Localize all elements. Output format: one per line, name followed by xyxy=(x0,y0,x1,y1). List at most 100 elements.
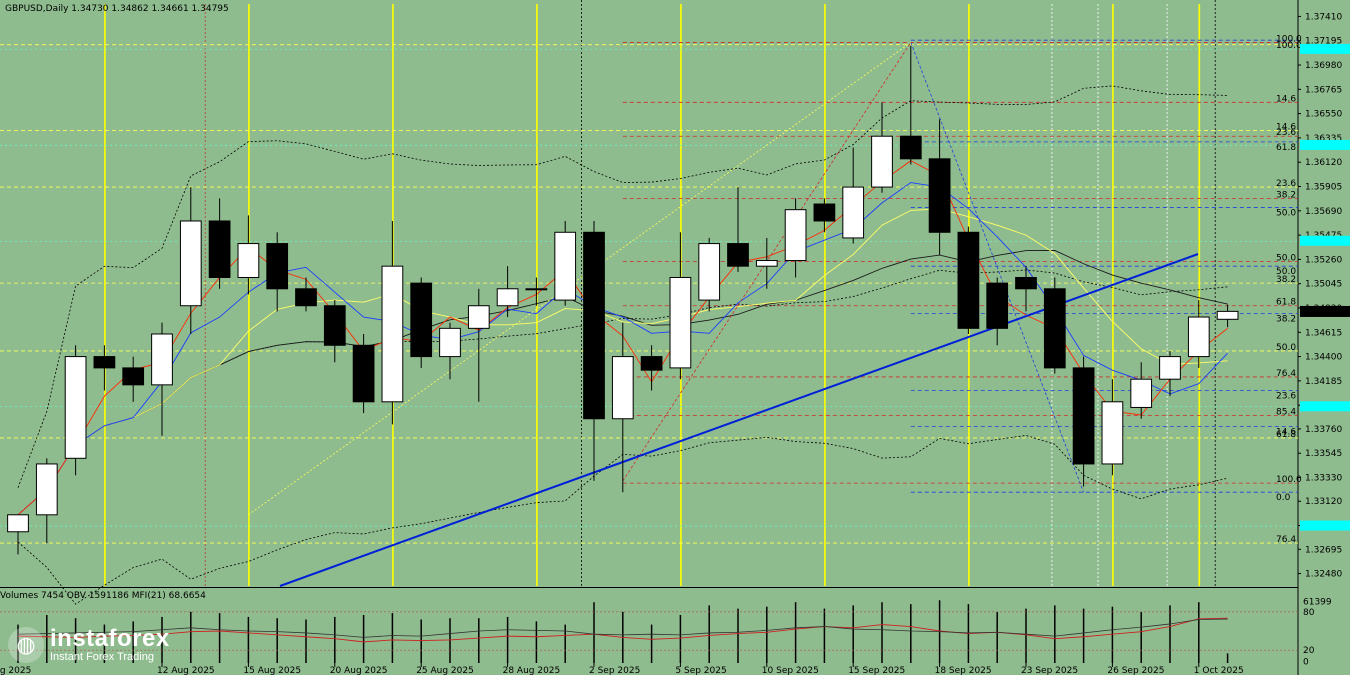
price-label: 1.32695 xyxy=(1305,545,1342,555)
candle-body xyxy=(698,243,721,301)
candles xyxy=(7,45,1239,555)
price-tag xyxy=(1300,401,1350,412)
price-label: 1.33120 xyxy=(1305,497,1342,507)
price-label: 1.34185 xyxy=(1305,377,1342,387)
current-price-tag xyxy=(1300,305,1350,317)
candle-body xyxy=(1216,310,1239,320)
candle-body xyxy=(237,243,260,278)
date-label: 25 Aug 2025 xyxy=(416,666,474,675)
candle-body xyxy=(784,209,807,262)
indicator-axis-label: 0 xyxy=(1303,658,1309,668)
candle-body xyxy=(467,305,490,329)
price-tag xyxy=(1300,43,1350,54)
price-label: 1.36120 xyxy=(1305,158,1342,168)
candle-body xyxy=(1101,401,1124,465)
date-axis: 12 Aug 2025 15 Aug 2025 20 Aug 2025 25 Aug … xyxy=(0,663,1244,675)
price-label: 1.34615 xyxy=(1305,328,1342,338)
candle-body xyxy=(842,186,865,239)
yellow-fibo-label: 61.8 xyxy=(1276,430,1296,440)
candle-body xyxy=(525,288,548,291)
candle-body xyxy=(323,305,346,346)
red-fibo-label: 14.6 xyxy=(1276,94,1296,104)
candle-body xyxy=(727,243,749,267)
red-fibo-label: 100.0 xyxy=(1276,34,1302,44)
candle-body xyxy=(266,243,289,290)
candle-body xyxy=(295,288,317,307)
date-label-edge: Aug 2025 xyxy=(0,666,31,675)
date-label: 15 Aug 2025 xyxy=(243,666,301,675)
indicator-axis-label: 80 xyxy=(1303,608,1315,618)
candle-body xyxy=(93,356,116,369)
price-label: 1.35690 xyxy=(1305,207,1342,217)
indicator-axis-label: 20 xyxy=(1303,646,1315,656)
candle-body xyxy=(1159,356,1181,380)
candle-body xyxy=(1130,378,1153,408)
red-fibo-label: 38.2 xyxy=(1276,190,1296,200)
candle-body xyxy=(381,265,404,403)
price-label: 1.36980 xyxy=(1305,61,1342,71)
swing-line-blue xyxy=(910,42,1084,493)
ma-yellow xyxy=(17,208,1228,516)
red-fibo-label: 50.0 xyxy=(1276,254,1296,264)
candle-body xyxy=(871,135,893,188)
candle-body xyxy=(957,231,980,329)
price-label: 1.35045 xyxy=(1305,280,1342,290)
price-label: 1.35905 xyxy=(1305,183,1342,193)
price-label: 1.36335 xyxy=(1305,134,1342,144)
price-label: 1.37195 xyxy=(1305,37,1342,47)
blue-fibo-label: 38.2 xyxy=(1276,315,1296,325)
price-label: 1.36550 xyxy=(1305,110,1342,120)
blue-fibo-label: 23.6 xyxy=(1276,391,1296,401)
price-tag xyxy=(1300,235,1350,246)
date-label: 2 Sep 2025 xyxy=(589,666,640,675)
red-fibo-label: 100.0 xyxy=(1276,475,1302,485)
instaforex-logo: ◍ instaforex Instant Forex Trading xyxy=(8,627,170,663)
date-label: 15 Sep 2025 xyxy=(848,666,905,675)
price-tag xyxy=(1300,520,1350,531)
symbol-title: GBPUSD,Daily 1.34730 1.34862 1.34661 1.3… xyxy=(5,4,229,14)
candle-body xyxy=(439,327,461,358)
candle-body xyxy=(755,260,778,267)
date-label: 12 Aug 2025 xyxy=(157,666,215,675)
candle-body xyxy=(928,158,951,233)
candle-body xyxy=(1187,316,1210,358)
price-label: 1.32480 xyxy=(1305,570,1342,580)
upper-band xyxy=(17,85,1228,488)
blue-fibo-label: 100.0 xyxy=(1276,41,1302,51)
date-label: 10 Sep 2025 xyxy=(762,666,819,675)
price-label: 1.33545 xyxy=(1305,449,1342,459)
yellow-fibo-label: 14.6 xyxy=(1276,123,1296,133)
red-fibo-label: 23.6 xyxy=(1276,128,1296,138)
candle-body xyxy=(899,135,922,160)
indicator-axis-label: 61399 xyxy=(1303,598,1332,608)
blue-fibo-label: 50.0 xyxy=(1276,267,1296,277)
candle-body xyxy=(151,333,173,386)
price-axis: 1.37410 1.37195 1.36980 1.36765 1.36550 1.363… xyxy=(1298,12,1350,580)
logo-tagline: Instant Forex Trading xyxy=(50,651,154,663)
yellow-fibo-label: 23.6 xyxy=(1276,179,1296,189)
candle-body xyxy=(611,356,634,420)
obv-line xyxy=(17,617,1228,643)
candle-body xyxy=(410,282,433,358)
candle-body xyxy=(583,231,605,420)
candle-body xyxy=(208,220,231,278)
candle-body xyxy=(554,231,577,301)
candle-body xyxy=(1015,276,1037,290)
candle-body xyxy=(35,463,58,516)
date-label: 20 Aug 2025 xyxy=(330,666,388,675)
candle-body xyxy=(122,367,145,386)
date-label: 1 Oct 2025 xyxy=(1194,666,1244,675)
price-label: 1.33760 xyxy=(1305,425,1342,435)
yellow-fibo-label: 38.2 xyxy=(1276,275,1296,285)
logo-name: instaforex xyxy=(50,625,170,652)
yellow-fibo-label: 76.4 xyxy=(1276,535,1296,545)
date-label: 23 Sep 2025 xyxy=(1021,666,1078,675)
price-label: 1.37410 xyxy=(1305,12,1342,22)
candle-body xyxy=(352,344,375,403)
candle-body xyxy=(179,220,202,307)
globe-icon: ◍ xyxy=(8,627,44,663)
red-fibo-label: 61.8 xyxy=(1276,298,1296,308)
blue-fibo-label: 61.8 xyxy=(1276,143,1296,153)
